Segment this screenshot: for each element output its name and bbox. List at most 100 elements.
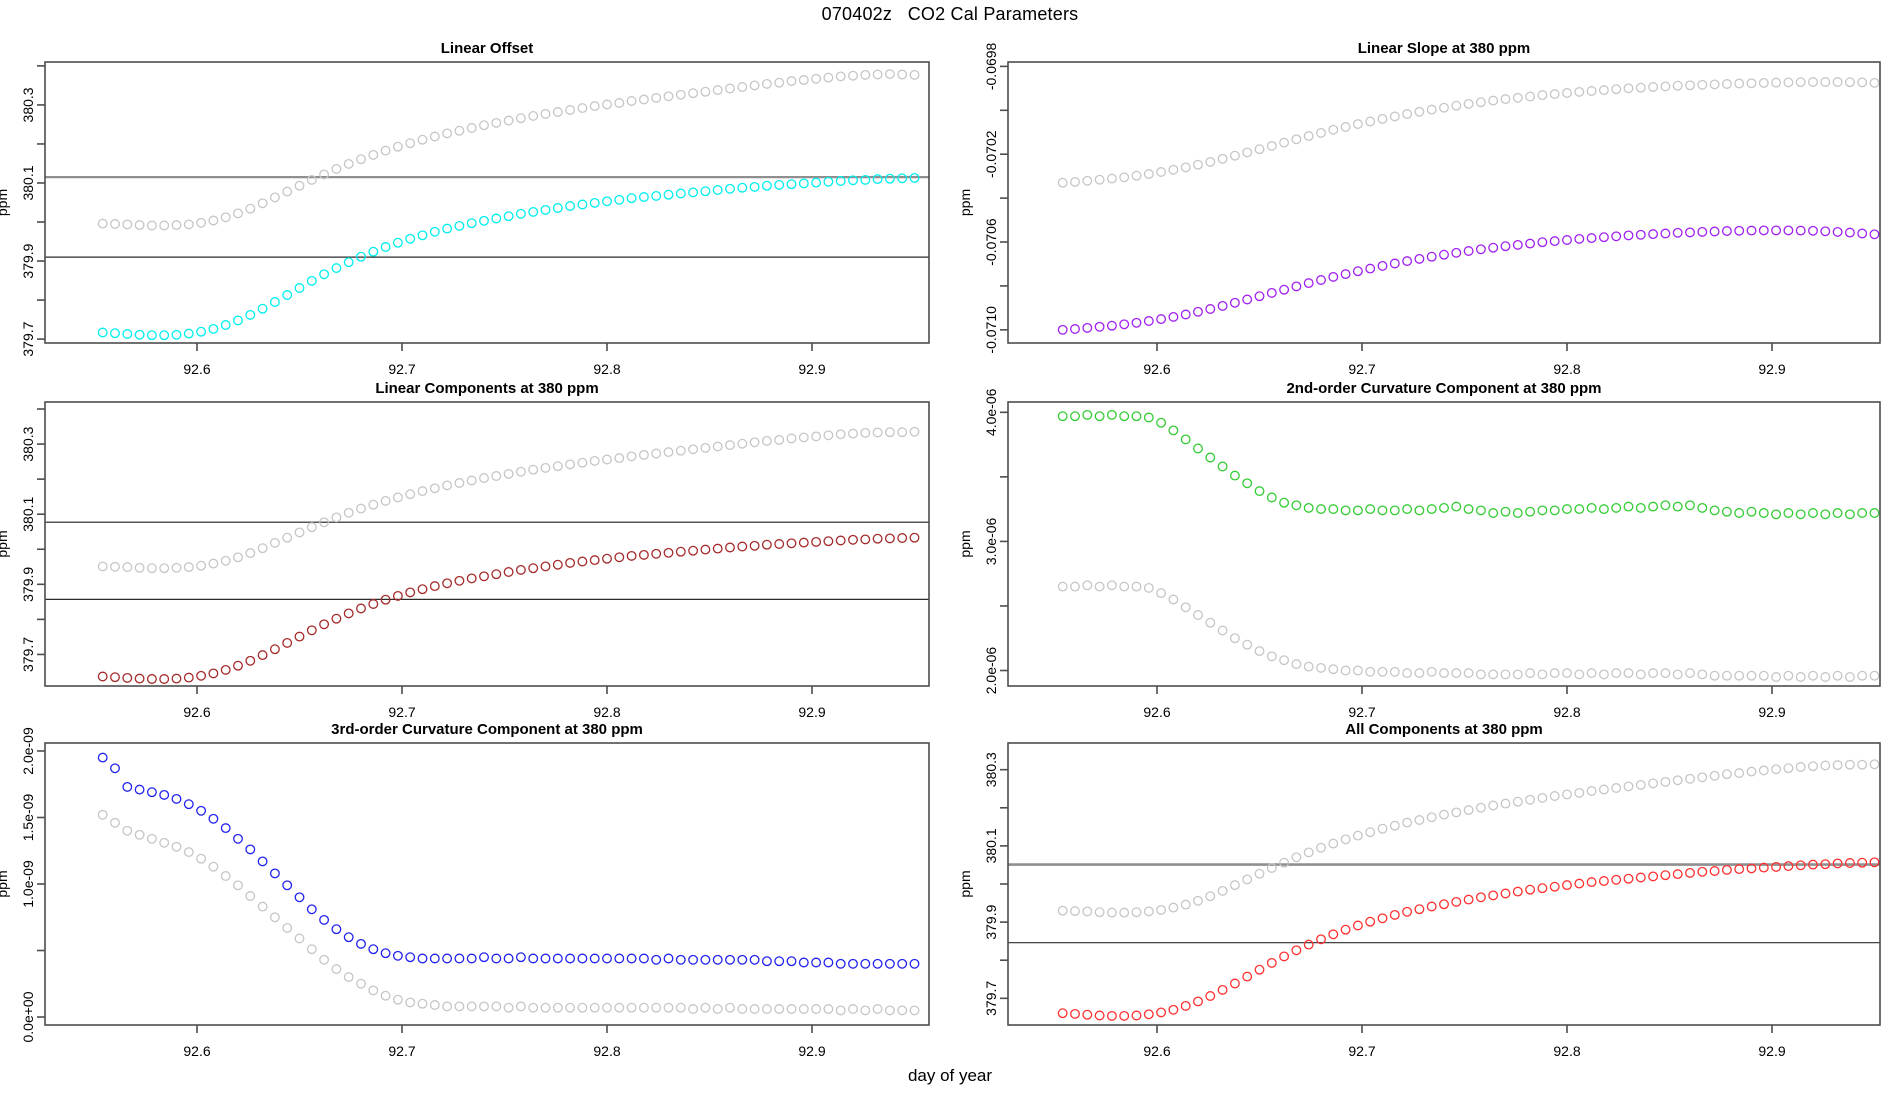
data-point [688,545,699,556]
data-point [1820,859,1831,870]
data-point [1475,244,1486,255]
data-point [1832,77,1843,87]
data-point [417,486,428,497]
data-point [1537,505,1548,516]
data-point [343,257,354,268]
data-point [245,203,256,214]
data-point [1574,669,1585,680]
data-point [1217,625,1228,636]
data-point [466,953,477,964]
data-point [159,674,170,684]
data-point [1525,91,1536,102]
data-point [122,562,133,573]
data-point [1057,1008,1068,1019]
data-point [1451,501,1462,512]
data-point [454,478,465,488]
data-point [356,251,366,262]
y-axis-title: ppm [0,189,10,216]
data-point [380,495,391,506]
data-point [1217,153,1228,164]
data-point [1119,581,1130,592]
data-point [1512,508,1523,518]
data-point [897,1005,908,1016]
data-point [1783,763,1794,774]
data-point [306,944,317,955]
data-point [761,78,772,89]
data-point [1106,907,1117,918]
data-point [663,91,674,102]
data-point [1242,294,1253,305]
data-point [1525,506,1536,517]
data-point [1611,668,1622,679]
data-point [540,561,551,572]
data-point [1771,861,1782,872]
data-point [282,922,293,933]
data-point [823,957,834,968]
data-point [1574,504,1585,515]
data-point [1365,916,1376,927]
data-point [1549,89,1560,100]
data-point [343,608,354,619]
data-point [442,953,453,964]
data-point [1266,287,1277,298]
data-point [528,953,539,964]
data-point [1229,978,1240,989]
data-point [1549,668,1560,679]
data-point [663,953,674,964]
data-point [1082,322,1093,333]
data-point [1439,102,1449,113]
data-point [1316,275,1326,285]
panel-border [44,401,930,687]
data-point [1266,863,1277,873]
series-curv3-gray [97,809,920,1016]
data-point [565,201,576,211]
data-point [1672,669,1683,680]
data-point [1648,82,1659,92]
data-point [614,953,625,964]
data-point [1746,670,1757,681]
data-point [1328,124,1339,135]
data-point [1586,877,1597,888]
data-point [1377,113,1388,124]
data-point [651,954,662,965]
data-point [589,101,600,112]
data-point [1291,500,1302,511]
data-point [110,672,120,683]
y-tick-label: 379.9 [20,243,36,278]
data-point [1574,878,1585,889]
data-point [712,185,723,195]
data-point [835,1005,846,1016]
data-point [1414,815,1425,825]
data-point [565,953,576,964]
data-point [331,924,342,935]
data-point [1463,98,1474,109]
data-point [1844,858,1855,868]
series-curv2-green [1057,409,1880,520]
x-tick-label: 92.6 [1143,361,1170,377]
data-point [1365,116,1376,127]
data-point [1328,929,1339,940]
data-point [860,174,871,185]
data-point [159,220,170,231]
x-tick-label: 92.6 [183,1043,210,1059]
data-point [1365,504,1376,515]
x-tick-label: 92.9 [1758,361,1785,377]
data-point [872,958,883,969]
data-point [466,475,477,486]
data-point [1746,225,1757,236]
data-point [1721,506,1732,517]
data-point [1512,239,1523,250]
data-point [1635,229,1646,240]
data-point [171,793,182,804]
data-point [1660,81,1671,92]
data-point [1685,80,1695,91]
data-point [577,1002,588,1013]
data-point [171,562,182,573]
panel-linear-slope: Linear Slope at 380 ppm -0.0698 -0.0702 -0.… [957,40,1881,377]
data-point [1598,232,1609,243]
data-point [183,219,194,230]
data-point [811,177,822,188]
data-point [1574,787,1585,798]
data-point [269,868,280,879]
data-point [1820,672,1831,682]
